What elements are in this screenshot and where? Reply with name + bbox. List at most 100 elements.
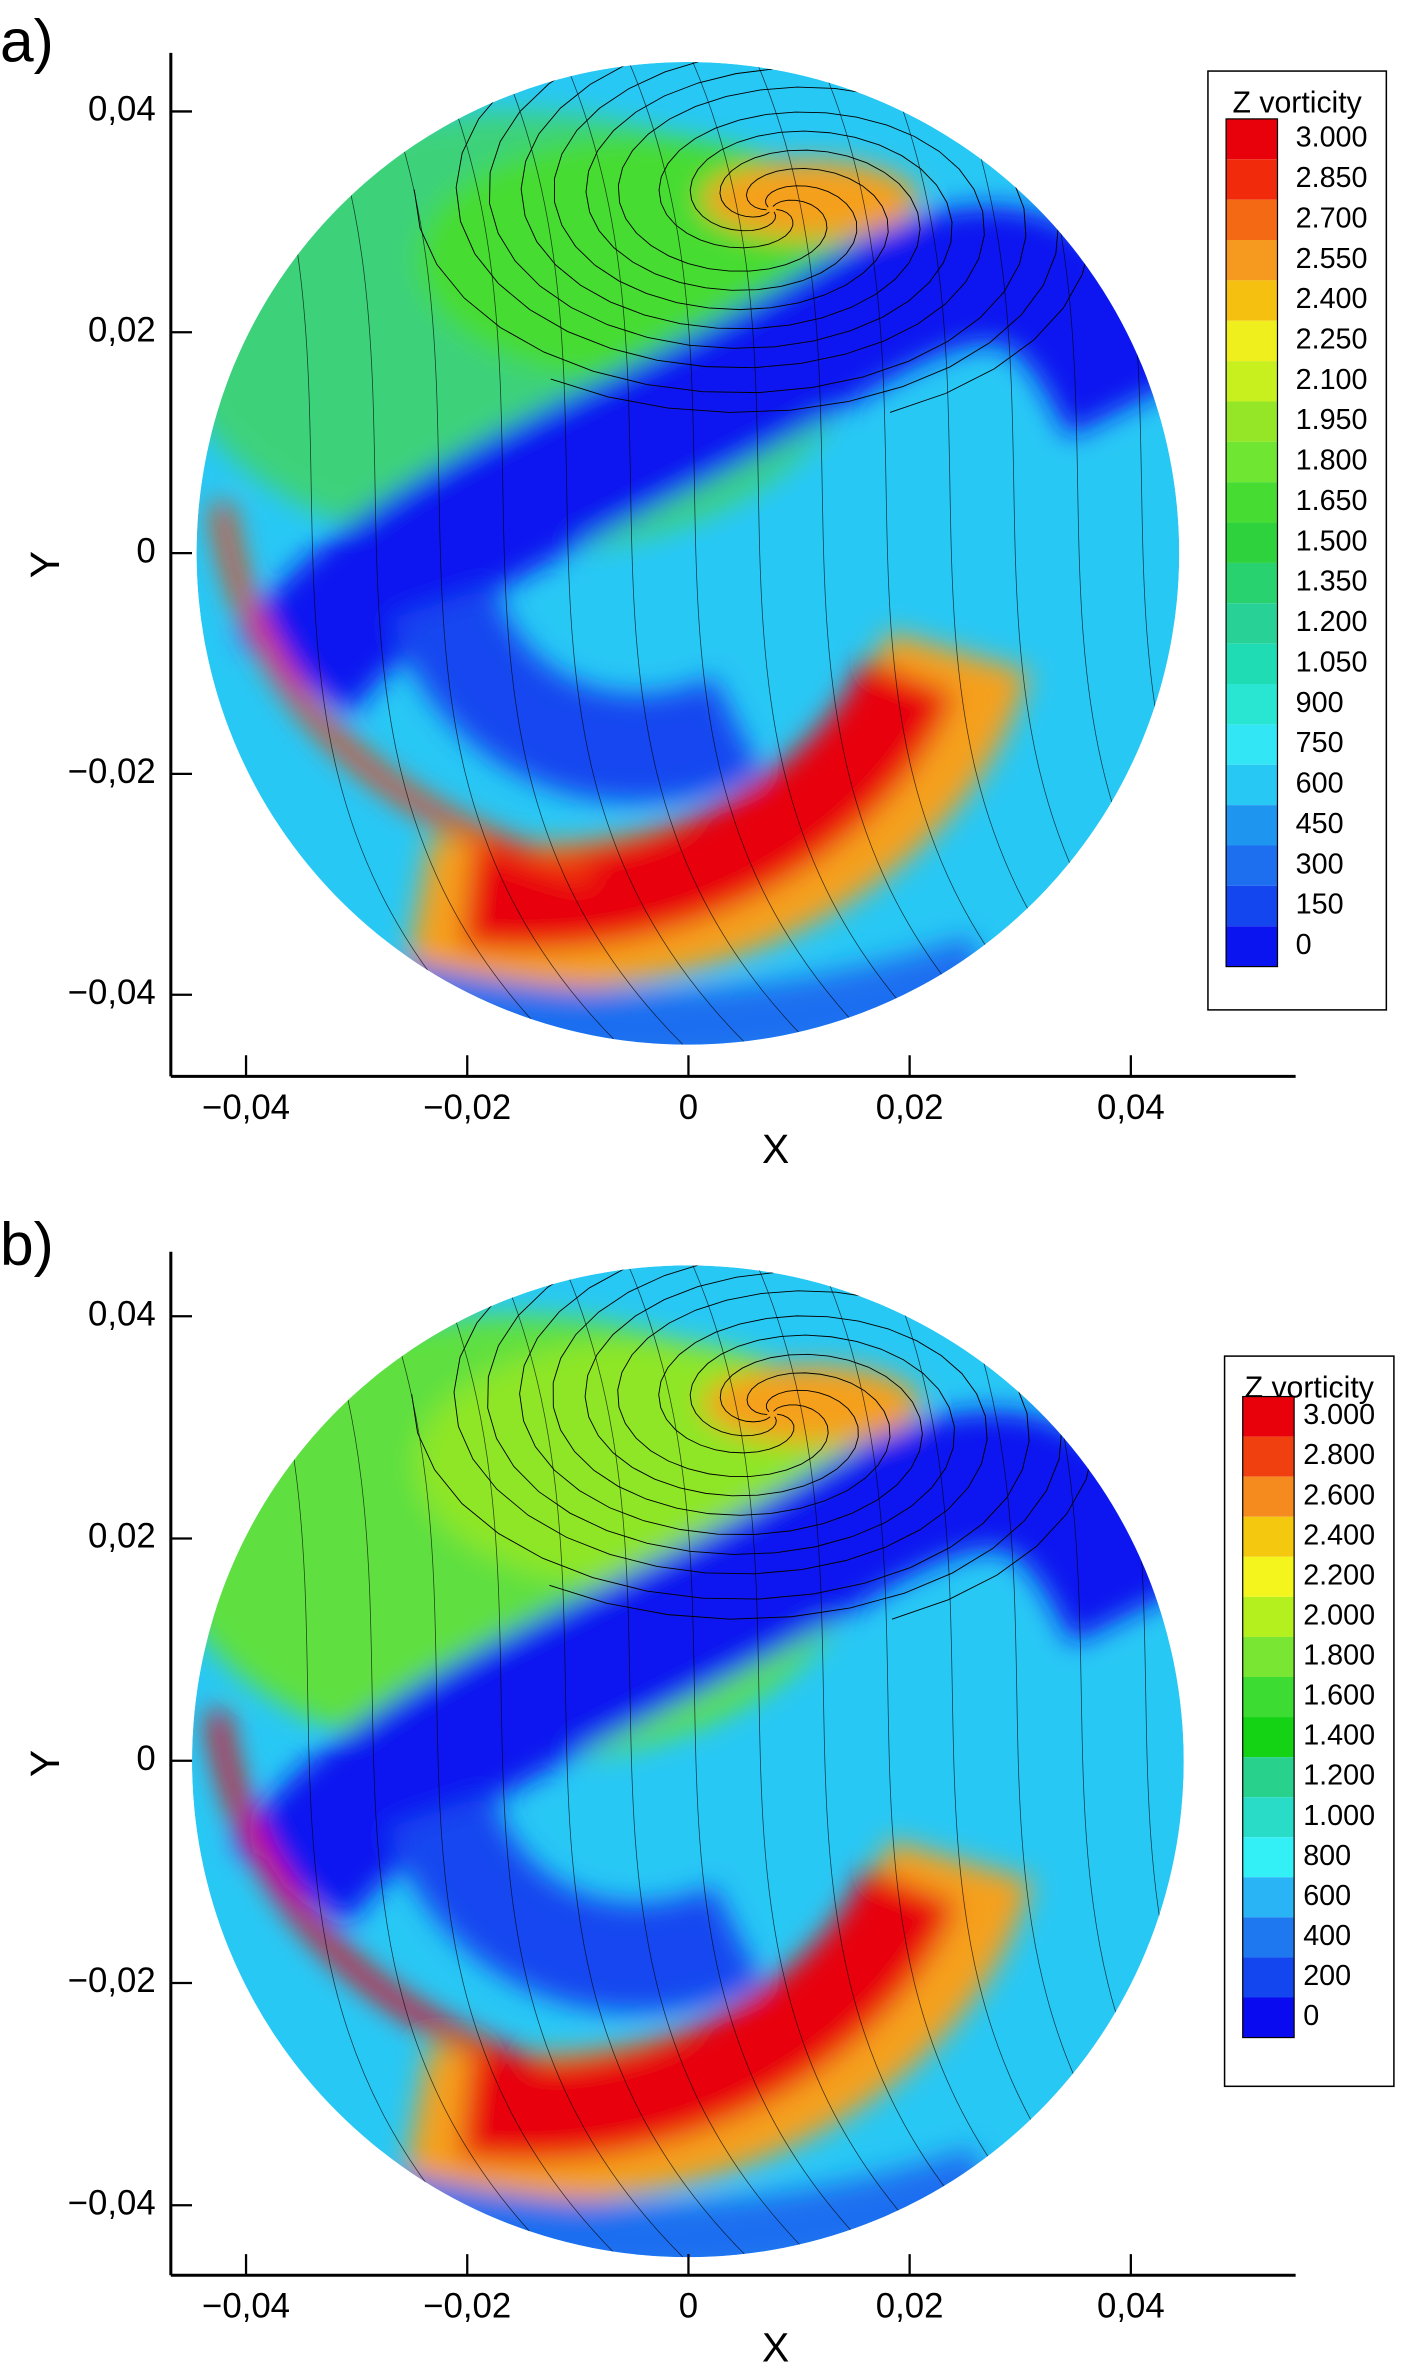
colorbar-swatch xyxy=(1242,1636,1295,1677)
colorbar-label: 600 xyxy=(1303,1880,1351,1912)
colorbar-swatch-frame xyxy=(1242,1395,1295,2039)
colorbar-swatch xyxy=(1242,1396,1295,1437)
colorbar-label: 3.000 xyxy=(1296,122,1368,154)
y-axis-label: Y xyxy=(22,551,68,578)
colorbar-label: 1.650 xyxy=(1296,485,1368,517)
streamlines xyxy=(241,1265,1184,2258)
colorbar-swatch xyxy=(1242,1717,1295,1758)
colorbar-swatch xyxy=(1226,603,1278,644)
colorbar-label: 2.200 xyxy=(1303,1559,1375,1591)
colorbar-swatch xyxy=(1226,522,1278,563)
colorbar-swatch xyxy=(1226,724,1278,765)
colorbar-label: 2.250 xyxy=(1296,324,1368,356)
colorbar-swatch xyxy=(1242,1476,1295,1517)
y-tick-label: 0 xyxy=(136,1740,155,1778)
blue-band xyxy=(233,1410,1184,1926)
colorbar-label: 2.700 xyxy=(1296,202,1368,234)
colorbar-swatch xyxy=(1226,643,1278,685)
colorbar-label: 3.000 xyxy=(1303,1399,1375,1431)
vorticity-field xyxy=(196,61,1180,1045)
colorbar-label: 2.800 xyxy=(1303,1439,1375,1471)
colorbar-label: 200 xyxy=(1303,1960,1351,1992)
panel-label: b) xyxy=(0,1210,54,1278)
x-tick-label: 0,02 xyxy=(876,2288,944,2326)
colorbar-label: 750 xyxy=(1296,727,1344,759)
x-tick-label: 0,04 xyxy=(1097,2288,1165,2326)
colorbar-swatch xyxy=(1242,1957,1295,1998)
blue-band-lower xyxy=(390,583,762,803)
colorbar-label: 2.400 xyxy=(1296,283,1368,315)
x-tick-label: −0,04 xyxy=(202,2288,290,2326)
red-crescent xyxy=(461,656,955,950)
y-axis-label: Y xyxy=(22,1750,68,1777)
colorbar-swatch xyxy=(1242,1917,1295,1958)
colorbar-swatch xyxy=(1226,441,1278,483)
y-tick-label: 0,04 xyxy=(88,91,156,129)
x-axis-label: X xyxy=(762,1126,789,1172)
colorbar-title: Z vorticity xyxy=(1233,86,1363,119)
colorbar-swatch xyxy=(1242,1676,1295,1718)
streamline-spiral xyxy=(413,61,1125,413)
blue-band-lower xyxy=(388,1791,762,2013)
colorbar-swatch xyxy=(1226,926,1278,967)
panel: a) −0,04 −0,02 0 0,02 0,04 −0,04 −0,02 0 0,02 0,04… xyxy=(0,6,1388,1172)
colorbar-swatch xyxy=(1226,684,1278,725)
colorbar-label: 2.100 xyxy=(1296,364,1368,396)
colorbar-swatch xyxy=(1242,1837,1295,1878)
colorbar-label: 0 xyxy=(1296,929,1312,961)
y-tick-label: −0,02 xyxy=(68,1962,156,2000)
panel: b) −0,04 −0,02 0 0,02 0,04 −0,04 −0,02 0 0,02 0,04… xyxy=(0,1210,1395,2366)
colorbar-swatch xyxy=(1226,240,1278,281)
colorbar-swatch xyxy=(1226,562,1278,604)
colorbar-label: 150 xyxy=(1296,889,1344,921)
x-tick-label: 0 xyxy=(679,2288,698,2326)
colorbar-swatch xyxy=(1242,1997,1295,2038)
colorbar-swatch xyxy=(1226,118,1278,160)
colorbar-label: 1.800 xyxy=(1303,1640,1375,1672)
colorbar-label: 1.350 xyxy=(1296,566,1368,598)
colorbar-label: 2.000 xyxy=(1303,1599,1375,1631)
y-tick-label: −0,04 xyxy=(68,2184,156,2222)
y-tick-label: −0,02 xyxy=(68,753,156,791)
blue-band xyxy=(237,206,1180,716)
streamlines xyxy=(245,61,1180,1045)
colorbar-swatch xyxy=(1226,885,1278,927)
colorbar-label: 1.050 xyxy=(1296,646,1368,678)
colorbar-swatch xyxy=(1226,764,1278,806)
colorbar-swatch xyxy=(1226,280,1278,321)
colorbar-swatch xyxy=(1226,482,1278,523)
colorbar-label: 1.200 xyxy=(1296,606,1368,638)
colorbar-label: 450 xyxy=(1296,808,1344,840)
colorbar-label: 900 xyxy=(1296,687,1344,719)
colorbar: Z vorticity3.0002.8002.6002.4002.2002.00… xyxy=(1223,1355,1395,2088)
colorbar-label: 400 xyxy=(1303,1920,1351,1952)
x-tick-label: 0,04 xyxy=(1097,1089,1165,1127)
x-tick-label: 0 xyxy=(679,1089,698,1127)
colorbar-label: 1.500 xyxy=(1296,525,1368,557)
colorbar-swatch xyxy=(1242,1436,1295,1477)
colorbar-swatch xyxy=(1242,1757,1295,1798)
colorbar-label: 2.850 xyxy=(1296,162,1368,194)
colorbar-swatch xyxy=(1226,401,1278,442)
colorbar-swatch xyxy=(1242,1596,1295,1637)
colorbar-swatch xyxy=(1226,199,1278,241)
colorbar-swatch xyxy=(1226,805,1278,846)
colorbar-swatch xyxy=(1242,1877,1295,1918)
colorbar-swatch xyxy=(1226,361,1278,402)
streamline-spiral xyxy=(411,1265,1129,1620)
colorbar-swatch xyxy=(1242,1797,1295,1838)
y-tick-label: 0,02 xyxy=(88,311,156,349)
y-tick-label: −0,04 xyxy=(68,974,156,1012)
x-axis-label: X xyxy=(762,2325,789,2366)
field-blobs xyxy=(196,111,1180,1045)
colorbar-swatch xyxy=(1226,320,1278,362)
colorbar-label: 600 xyxy=(1296,768,1344,800)
field-blobs xyxy=(192,1314,1184,2258)
colorbar-label: 1.800 xyxy=(1296,445,1368,477)
colorbar-label: 1.600 xyxy=(1303,1680,1375,1712)
colorbar-swatch-frame xyxy=(1225,118,1279,968)
colorbar-swatch xyxy=(1226,845,1278,886)
red-crescent xyxy=(459,1865,958,2162)
